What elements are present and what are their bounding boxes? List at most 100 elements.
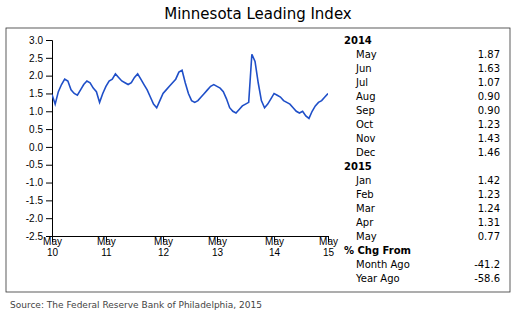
line: [52, 54, 328, 118]
x-tick-label: May14: [265, 236, 284, 258]
table-row-value: 0.90: [478, 91, 500, 102]
y-tick-label: -1.0: [26, 177, 44, 188]
table-row-label: Oct: [356, 119, 373, 130]
y-tick-mark: [46, 147, 52, 148]
y-tick: 1.0: [29, 106, 52, 117]
y-tick-mark: [46, 183, 52, 184]
x-tick-label-line: May: [265, 236, 284, 247]
table-row-value: 1.07: [478, 77, 500, 88]
y-axis-line: [46, 41, 53, 237]
x-tick-label-line: May: [208, 236, 227, 247]
table-heading: 2015: [344, 161, 372, 172]
table-row-label: Sep: [356, 105, 375, 116]
table-row-value: -41.2: [474, 259, 500, 270]
y-tick-label: 0.5: [29, 124, 43, 135]
y-tick-label: 3.0: [29, 35, 43, 46]
y-tick: 2.0: [29, 70, 52, 81]
table-heading: 2014: [344, 35, 372, 46]
x-tick: May11: [97, 236, 116, 258]
x-tick-label-line: 12: [158, 247, 170, 258]
y-tick: -2.0: [26, 213, 52, 224]
x-tick-label-line: May: [154, 236, 173, 247]
y-tick-mark: [46, 218, 52, 219]
x-tick: May15: [319, 236, 338, 258]
source: Source: The Federal Reserve Bank of Phil…: [10, 300, 262, 310]
x-tick-label-line: 14: [269, 247, 281, 258]
chart-svg: Minnesota Leading Index Source: The Feder…: [0, 0, 516, 319]
x-tick-label-line: May: [43, 236, 62, 247]
y-tick: -1.5: [26, 195, 52, 206]
x-tick-label-line: 13: [212, 247, 224, 258]
table-row-label: Aug: [356, 91, 376, 102]
x-tick-label-line: May: [319, 236, 338, 247]
y-tick-label: -2.0: [26, 213, 44, 224]
y-tick: 1.5: [29, 88, 52, 99]
y-tick-label: -2.5: [26, 231, 44, 242]
table-row-value: 1.42: [478, 175, 500, 186]
title: Minnesota Leading Index: [164, 5, 352, 23]
y-tick-mark: [46, 111, 52, 112]
x-tick: May12: [154, 236, 173, 258]
y-tick-label: -1.5: [26, 195, 44, 206]
table-heading: % Chg From: [344, 245, 411, 256]
table-row-label: Year Ago: [355, 273, 400, 284]
y-tick: 2.5: [29, 53, 52, 64]
y-tick: -1.0: [26, 177, 52, 188]
table-row-value: 0.90: [478, 105, 500, 116]
y-tick-mark: [46, 40, 52, 41]
table-row-value: 1.24: [478, 203, 500, 214]
table-row-value: 0.77: [478, 231, 500, 242]
table-row-label: Dec: [356, 147, 375, 158]
y-tick-label: -0.5: [26, 159, 44, 170]
table-row-label: Month Ago: [356, 259, 410, 270]
y-tick-mark: [46, 200, 52, 201]
x-tick-label: May11: [97, 236, 116, 258]
x-tick: May10: [43, 236, 62, 258]
x-tick-label: May10: [43, 236, 62, 258]
x-tick-label: May12: [154, 236, 173, 258]
table-row-value: 1.23: [478, 189, 500, 200]
table-row-value: 1.63: [478, 63, 500, 74]
table-row-value: 1.43: [478, 133, 500, 144]
y-tick-label: 2.5: [29, 53, 43, 64]
y-tick-mark: [46, 165, 52, 166]
y-tick-label: 0.0: [29, 142, 43, 153]
table-row-label: Jan: [355, 175, 371, 186]
chart-container: Minnesota Leading Index Source: The Feder…: [0, 0, 516, 319]
y-tick: 3.0: [29, 35, 52, 46]
x-tick: May13: [208, 236, 227, 258]
table-row-label: Nov: [356, 133, 376, 144]
x-tick-label-line: 10: [47, 247, 59, 258]
table-row-value: -58.6: [474, 273, 500, 284]
x-tick-label-line: May: [97, 236, 116, 247]
table-row-value: 1.87: [478, 49, 500, 60]
frame: [6, 28, 510, 292]
table-row-label: Jun: [355, 63, 372, 74]
y-tick-mark: [46, 76, 52, 77]
plot-area: -2.5 -2.0 -1.5 -1.0 -0.5 0.0 0.5 1.0 1.5 2.0 2.5 3.…: [26, 35, 338, 258]
table-row-label: Apr: [356, 217, 374, 228]
y-axis: -2.5 -2.0 -1.5 -1.0 -0.5 0.0 0.5 1.0 1.5 2.0 2.5 3.…: [26, 35, 53, 242]
y-tick-label: 1.5: [29, 88, 43, 99]
table-row-label: Feb: [356, 189, 374, 200]
x-tick-label: May15: [319, 236, 338, 258]
y-tick-mark: [46, 129, 52, 130]
y-tick: -0.5: [26, 159, 52, 170]
table-row-label: May: [356, 49, 377, 60]
table-row-value: 1.31: [478, 217, 500, 228]
x-tick-label-line: 15: [323, 247, 335, 258]
x-tick: May14: [265, 236, 284, 258]
table: 2014 May 1.87 Jun 1.63 Jul 1.07 Aug 0.90 Sep 0.90 O…: [344, 35, 500, 284]
marks: [52, 54, 328, 118]
x-tick-label-line: 11: [101, 247, 112, 258]
y-tick-label: 1.0: [29, 106, 43, 117]
y-tick-mark: [46, 58, 52, 59]
y-tick-mark: [46, 93, 52, 94]
table-row-label: Mar: [356, 203, 376, 214]
y-tick: 0.0: [29, 142, 52, 153]
table-row-label: May: [356, 231, 377, 242]
table-row-value: 1.23: [478, 119, 500, 130]
table-row-value: 1.46: [478, 147, 500, 158]
x-axis: May10May11May12May13May14May15: [43, 236, 338, 258]
table-row-label: Jul: [355, 77, 368, 88]
